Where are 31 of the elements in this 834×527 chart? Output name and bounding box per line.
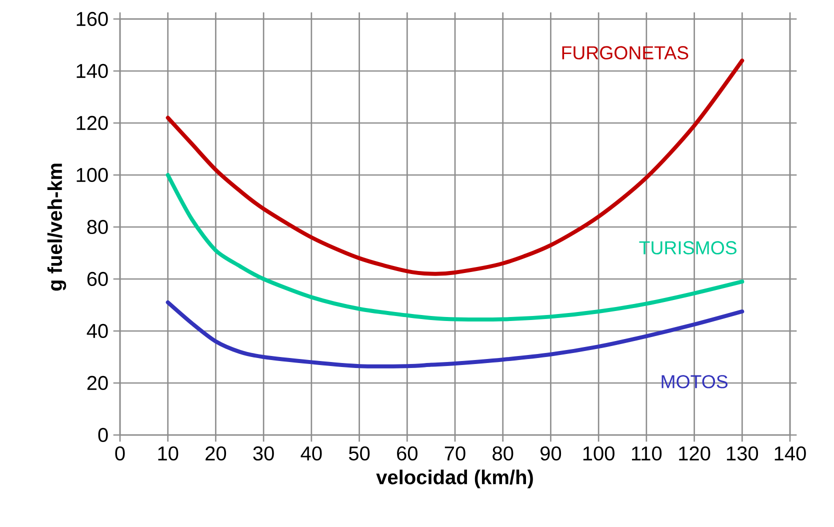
y-axis-title: g fuel/veh-km [47, 164, 66, 291]
y-tick-label: 0 [98, 428, 108, 442]
x-tick-label: 90 [540, 446, 562, 461]
line-series [166, 300, 744, 368]
x-tick-label: 10 [158, 446, 178, 461]
x-tick-label: 110 [632, 446, 662, 461]
x-tick-label: 30 [253, 446, 274, 461]
x-tick-label: 120 [679, 446, 710, 461]
y-tick-label: 80 [87, 220, 108, 234]
y-tick-label: 40 [86, 324, 108, 338]
x-tick-label: 50 [348, 446, 370, 461]
line-series [166, 58, 744, 276]
x-tick-label: 130 [726, 446, 758, 461]
x-tick-label: 100 [583, 446, 614, 461]
x-tick-label: 20 [206, 446, 226, 461]
y-tick-label: 120 [76, 116, 108, 130]
x-tick-label: 70 [444, 446, 466, 461]
x-tick-label: 80 [492, 446, 514, 461]
x-tick-label: 60 [397, 446, 418, 461]
y-tick-label: 140 [76, 64, 108, 78]
y-tick-label: 160 [76, 12, 108, 26]
y-tick-label: 60 [87, 272, 108, 286]
y-tick-label: 100 [76, 168, 108, 182]
series-label: TURISMOS [639, 241, 736, 254]
x-tick-label: 40 [300, 446, 322, 461]
text: FURGONETAS [562, 46, 688, 60]
x-axis-title: velocidad (km/h) [376, 470, 533, 488]
y-tick-label: 20 [87, 376, 108, 390]
line-series [166, 172, 744, 322]
x-tick-label: 140 [774, 446, 806, 461]
x-tick-label: 0 [115, 446, 125, 461]
